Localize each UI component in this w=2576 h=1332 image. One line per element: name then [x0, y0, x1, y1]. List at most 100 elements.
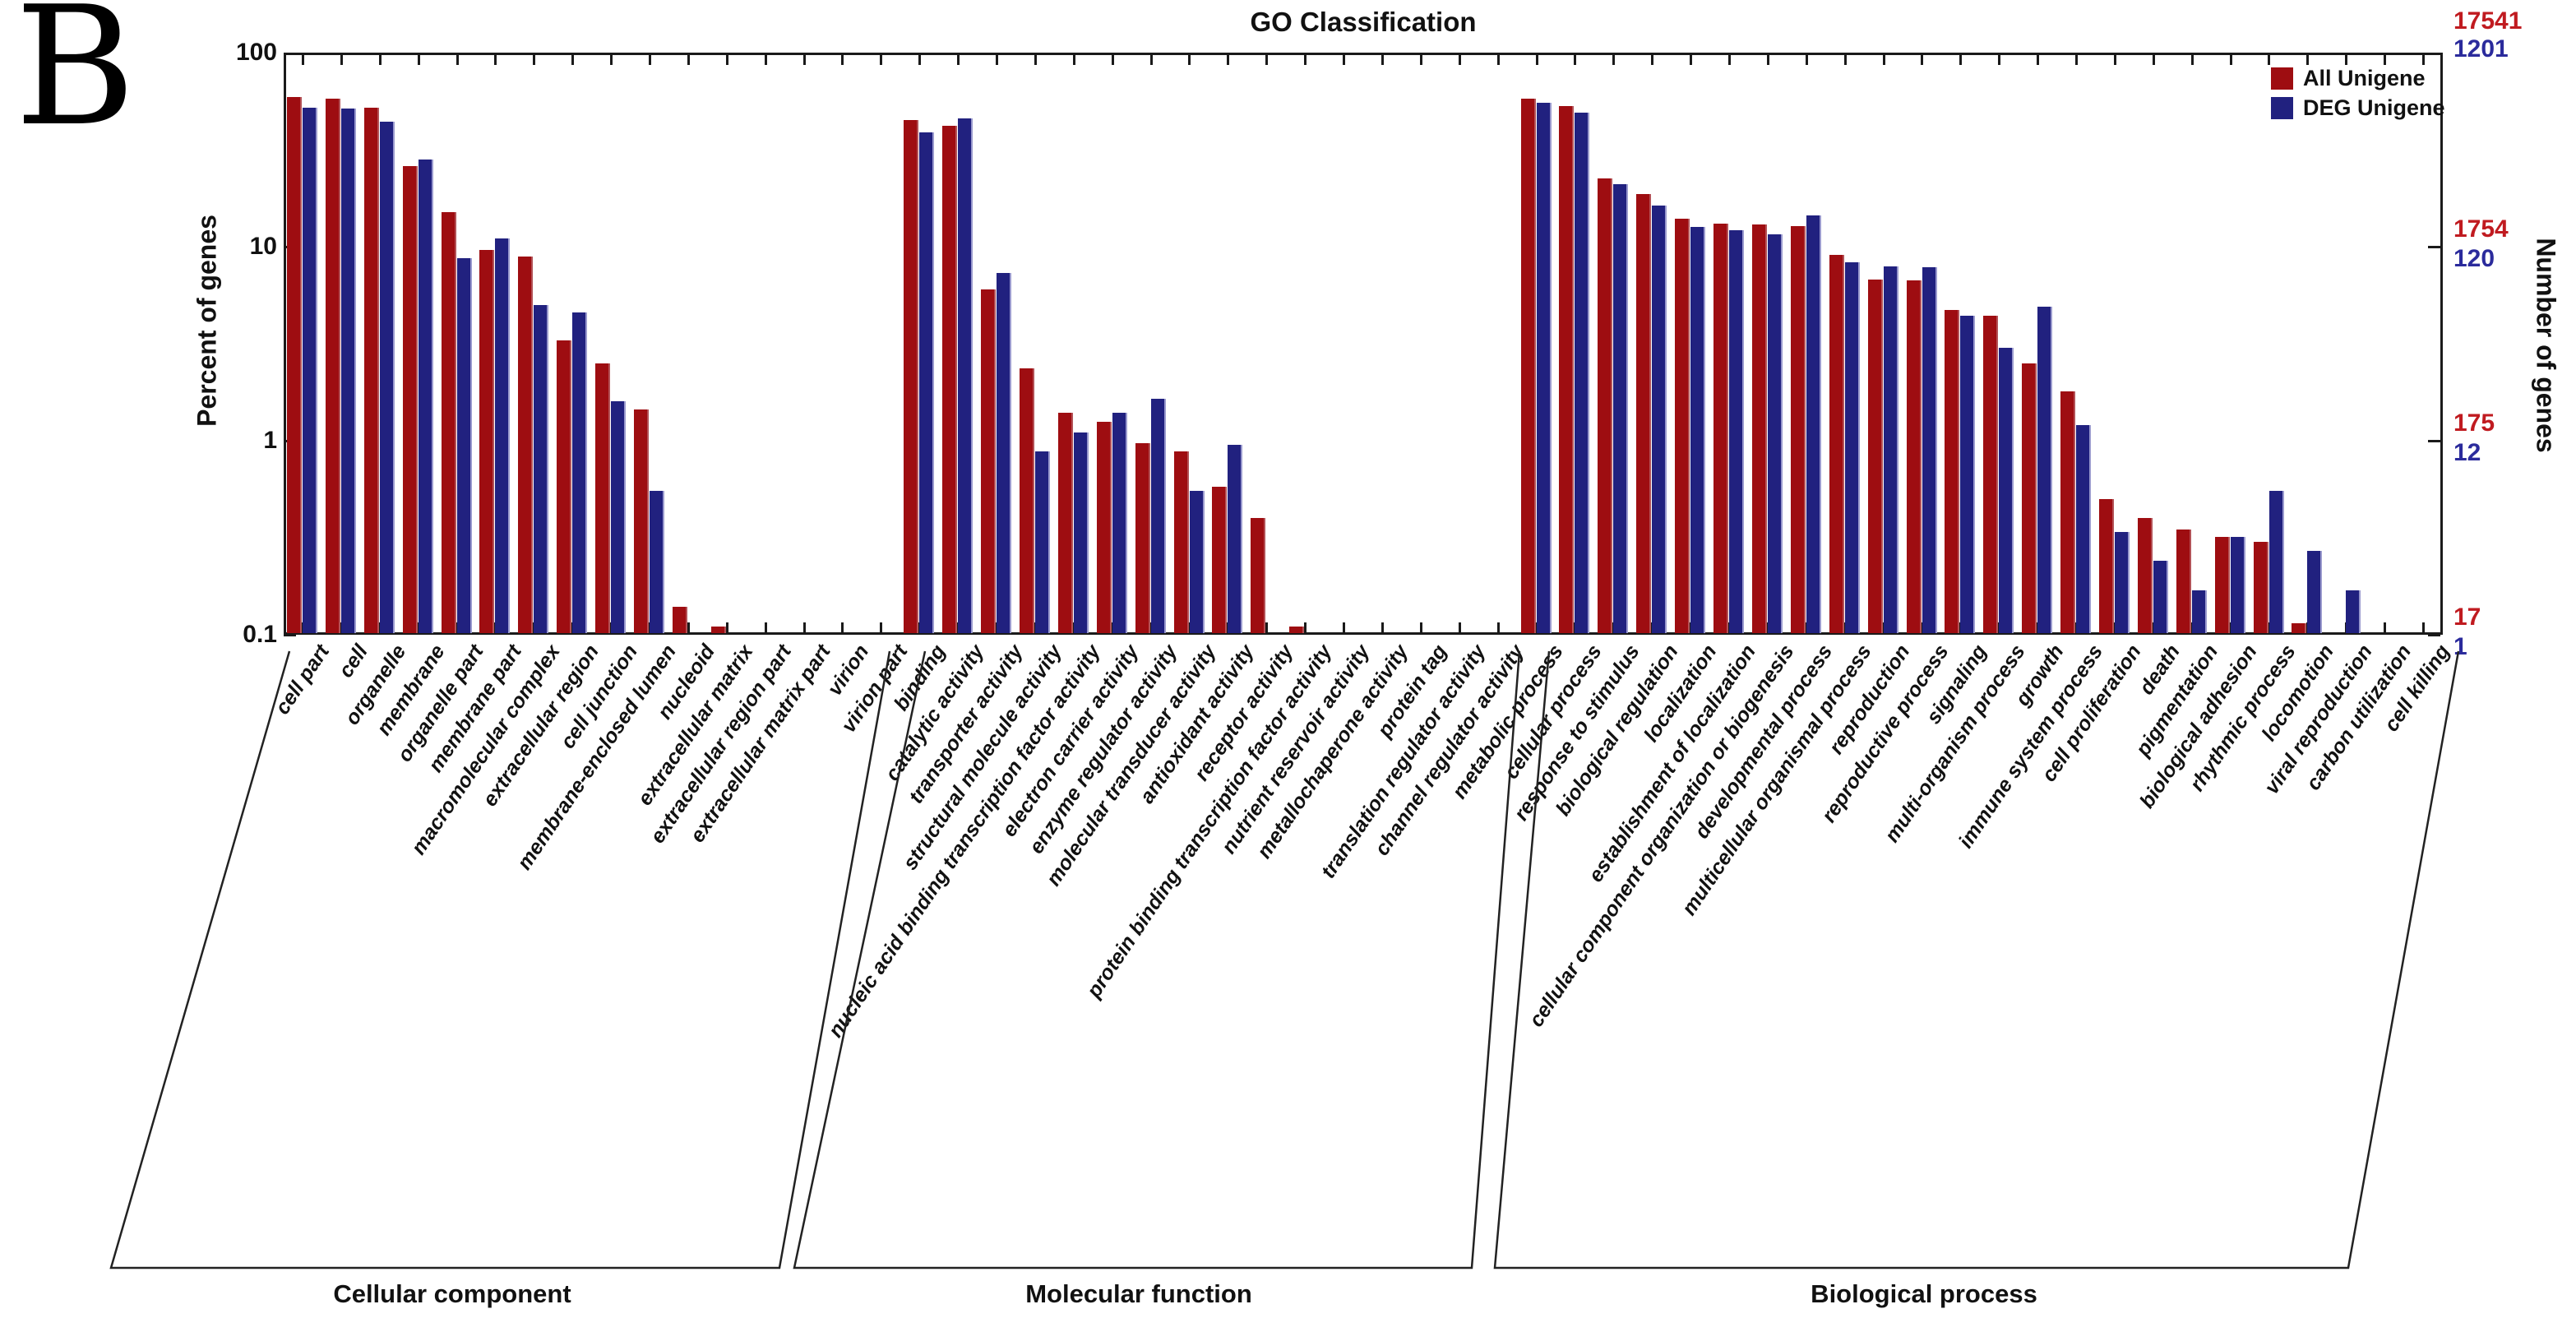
deg-unigene-bar	[1150, 398, 1166, 633]
top-axis-tick-mark	[2037, 55, 2040, 65]
top-axis-tick-mark	[1496, 55, 1500, 65]
deg-unigene-bar	[418, 160, 433, 633]
all-unigene-bar	[1520, 98, 1536, 633]
all-unigene-bar	[2214, 536, 2230, 633]
all-unigene-bar	[904, 119, 919, 633]
deg-unigene-bar	[650, 491, 665, 633]
top-axis-tick-mark	[1149, 55, 1153, 65]
bottom-axis-tick-mark	[1458, 622, 1461, 632]
bottom-axis-tick-mark	[1380, 622, 1384, 632]
right-axis-tick-mark	[2428, 245, 2440, 248]
all-unigene-bar	[1751, 224, 1767, 633]
all-unigene-bar	[2176, 529, 2191, 633]
top-axis-tick-mark	[1921, 55, 1924, 65]
all-unigene-bar	[1289, 627, 1305, 633]
top-axis-tick-mark	[918, 55, 922, 65]
y-axis-tick-label: 100	[235, 39, 277, 66]
all-unigene-bar	[2137, 517, 2153, 633]
top-axis-tick-mark	[1304, 55, 1307, 65]
deg-unigene-bar	[1922, 266, 1937, 633]
legend-label: DEG Unigene	[2303, 95, 2445, 120]
deg-unigene-swatch-icon	[2271, 97, 2293, 119]
top-axis-tick-mark	[2345, 55, 2348, 65]
bottom-axis-tick-mark	[764, 622, 767, 632]
top-axis-tick-mark	[571, 55, 575, 65]
bottom-axis-tick-mark	[2422, 622, 2426, 632]
all-unigene-bar	[1906, 280, 1922, 633]
all-unigene-bar	[2022, 363, 2037, 633]
all-unigene-bar	[402, 166, 418, 633]
deg-unigene-bar	[1034, 451, 1050, 633]
deg-unigene-bar	[534, 305, 549, 633]
top-axis-tick-mark	[2306, 55, 2310, 65]
bottom-axis-tick-mark	[2384, 622, 2387, 632]
right-axis-all-count: 17541	[2453, 7, 2523, 35]
deg-unigene-bar	[1999, 348, 2014, 633]
top-axis-tick-mark	[802, 55, 806, 65]
all-unigene-bar	[2253, 542, 2268, 633]
bottom-axis-tick-mark	[880, 622, 883, 632]
all-unigene-swatch-icon	[2271, 67, 2293, 90]
right-axis-deg-count: 120	[2453, 245, 2495, 272]
top-axis-tick-mark	[610, 55, 613, 65]
bracket-cellular-component	[109, 650, 891, 1270]
deg-unigene-bar	[1729, 229, 1745, 633]
top-axis-tick-mark	[1072, 55, 1075, 65]
all-unigene-bar	[1251, 517, 1266, 633]
deg-unigene-bar	[340, 109, 356, 633]
bottom-axis-tick-mark	[802, 622, 806, 632]
bottom-axis-tick-mark	[725, 622, 728, 632]
deg-unigene-bar	[1189, 491, 1205, 633]
all-unigene-bar	[441, 212, 456, 633]
legend: All Unigene DEG Unigene	[2271, 66, 2445, 125]
bottom-axis-tick-mark	[1304, 622, 1307, 632]
all-unigene-bar	[2060, 391, 2076, 633]
bottom-axis-tick-mark	[1343, 622, 1346, 632]
top-axis-tick-mark	[1882, 55, 1885, 65]
top-axis-tick-mark	[1959, 55, 1963, 65]
top-axis-tick-mark	[648, 55, 651, 65]
deg-unigene-bar	[1767, 234, 1783, 633]
top-axis-tick-mark	[378, 55, 382, 65]
top-axis-tick-mark	[340, 55, 343, 65]
top-axis-tick-mark	[2075, 55, 2079, 65]
deg-unigene-bar	[2191, 590, 2207, 633]
right-axis-deg-count: 1201	[2453, 35, 2509, 62]
all-unigene-bar	[1945, 310, 1960, 633]
top-axis-tick-mark	[2229, 55, 2232, 65]
all-unigene-bar	[1829, 254, 1844, 633]
deg-unigene-bar	[379, 122, 395, 633]
deg-unigene-bar	[456, 258, 472, 633]
top-axis-tick-mark	[301, 55, 304, 65]
top-axis-tick-mark	[725, 55, 728, 65]
top-axis-tick-mark	[1766, 55, 1769, 65]
deg-unigene-bar	[1690, 227, 1706, 633]
top-axis-tick-mark	[1265, 55, 1269, 65]
right-axis-all-count: 1754	[2453, 215, 2509, 243]
deg-unigene-bar	[1073, 432, 1089, 633]
top-axis-tick-mark	[687, 55, 690, 65]
deg-unigene-bar	[1806, 215, 1821, 633]
all-unigene-bar	[2098, 499, 2114, 633]
y-axis-tick-mark	[284, 633, 296, 636]
all-unigene-bar	[1019, 368, 1034, 633]
deg-unigene-bar	[1536, 103, 1552, 633]
top-axis-tick-mark	[1690, 55, 1693, 65]
top-axis-tick-mark	[456, 55, 459, 65]
deg-unigene-bar	[1112, 412, 1127, 633]
deg-unigene-bar	[919, 132, 935, 633]
top-axis-tick-mark	[1458, 55, 1461, 65]
bottom-axis-tick-mark	[1419, 622, 1422, 632]
bottom-axis-tick-mark	[687, 622, 690, 632]
deg-unigene-bar	[2230, 536, 2245, 633]
all-unigene-bar	[981, 289, 997, 633]
all-unigene-bar	[710, 627, 726, 633]
all-unigene-bar	[1212, 486, 1228, 633]
deg-unigene-bar	[1228, 445, 1243, 633]
top-axis-tick-mark	[1574, 55, 1577, 65]
top-axis-tick-mark	[1535, 55, 1538, 65]
top-axis-tick-mark	[2268, 55, 2271, 65]
all-unigene-bar	[325, 98, 340, 633]
deg-unigene-bar	[2037, 307, 2053, 633]
